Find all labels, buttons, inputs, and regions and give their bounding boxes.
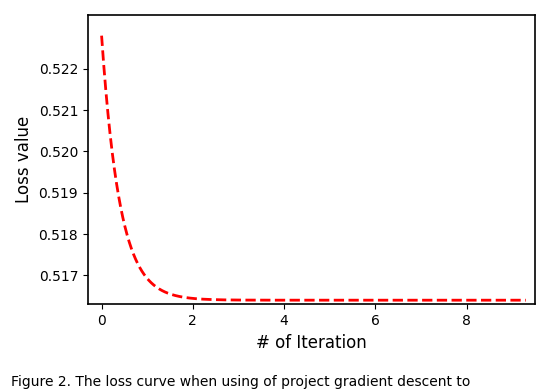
- X-axis label: # of Iteration: # of Iteration: [256, 333, 367, 352]
- Text: Figure 2. The loss curve when using of project gradient descent to: Figure 2. The loss curve when using of p…: [11, 375, 470, 389]
- Y-axis label: Loss value: Loss value: [15, 116, 33, 203]
